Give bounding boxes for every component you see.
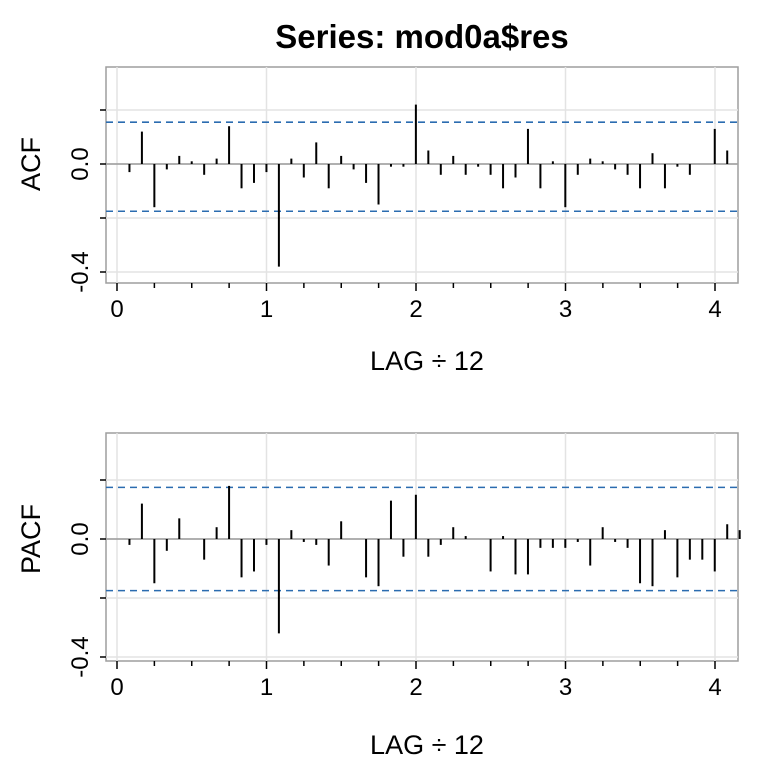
y-tick-label: 0.0 [67,522,94,555]
x-tick-label: 4 [708,674,721,701]
y-axis-title: PACF [16,504,46,574]
x-axis-title: LAG ÷ 12 [370,346,484,376]
plot-frame [105,66,739,284]
plot-frame [105,432,739,662]
x-tick-label: 1 [260,674,273,701]
y-axis-title: ACF [16,137,46,191]
x-tick-label: 0 [110,296,123,323]
y-tick-label: -0.4 [67,636,94,677]
x-tick-label: 4 [708,296,721,323]
x-tick-label: 3 [559,296,572,323]
x-axis-title: LAG ÷ 12 [370,730,484,760]
x-tick-label: 3 [559,674,572,701]
acf-panel: 0 1 2 3 4 -0.4 0.0 LAG ÷ 12 ACF [16,66,739,376]
chart-title: Series: mod0a$res [275,18,569,55]
x-tick-label: 2 [409,674,422,701]
y-tick-label: 0.0 [67,147,94,180]
x-tick-label: 2 [409,296,422,323]
y-tick-label: -0.4 [67,251,94,292]
x-tick-label: 0 [110,674,123,701]
x-tick-label: 1 [260,296,273,323]
pacf-panel: 0 1 2 3 4 -0.4 0.0 LAG ÷ 12 PACF [16,432,741,760]
